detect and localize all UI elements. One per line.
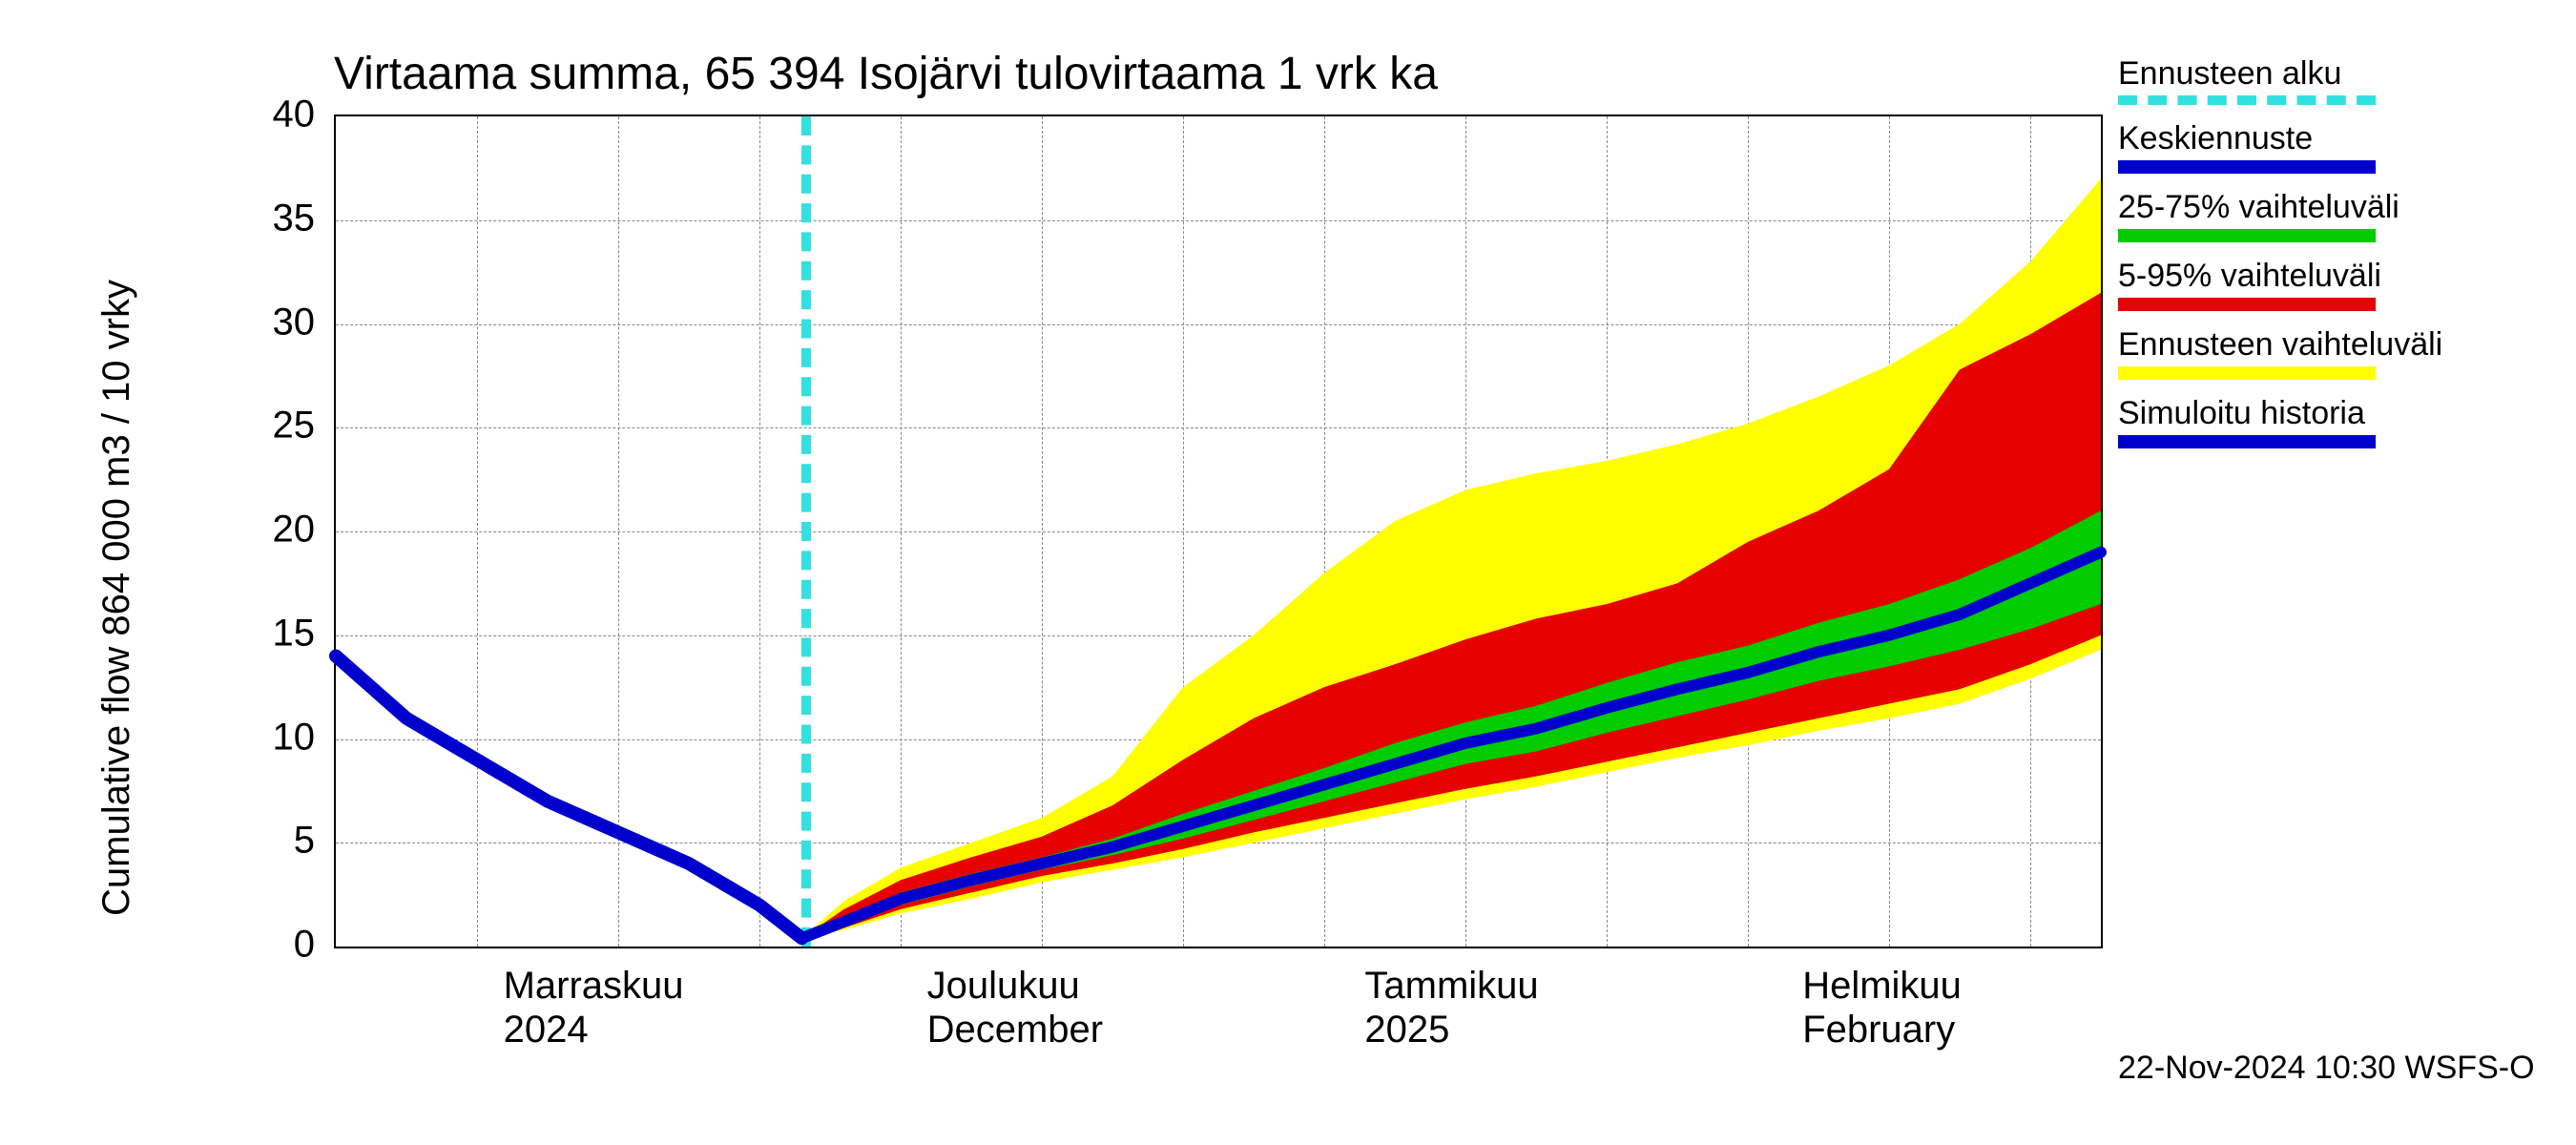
legend-swatch	[2118, 229, 2376, 242]
legend-swatch	[2118, 298, 2376, 311]
plot-svg	[336, 116, 2101, 947]
series-history	[336, 656, 801, 939]
x-tick-label: Marraskuu2024	[504, 964, 684, 1051]
y-axis-label: Cumulative flow 864 000 m3 / 10 vrky	[95, 280, 138, 916]
y-tick-label: 10	[248, 716, 315, 759]
timestamp-label: 22-Nov-2024 10:30 WSFS-O	[2118, 1050, 2535, 1087]
legend-item: Ennusteen vaihteluväli	[2118, 328, 2442, 380]
legend-label: Keskiennuste	[2118, 122, 2442, 155]
legend-label: Ennusteen vaihteluväli	[2118, 328, 2442, 361]
y-tick-label: 15	[248, 612, 315, 655]
legend-item: Simuloitu historia	[2118, 397, 2442, 448]
plot-area	[334, 114, 2103, 948]
legend-swatch	[2118, 366, 2376, 380]
y-tick-label: 40	[248, 94, 315, 136]
legend-swatch	[2118, 95, 2376, 105]
legend-label: Simuloitu historia	[2118, 397, 2442, 429]
y-tick-label: 35	[248, 197, 315, 239]
y-tick-label: 20	[248, 509, 315, 552]
x-tick-label: HelmikuuFebruary	[1802, 964, 1962, 1051]
x-tick-label: Tammikuu2025	[1364, 964, 1538, 1051]
legend-item: 25-75% vaihteluväli	[2118, 191, 2442, 242]
chart-container: Virtaama summa, 65 394 Isojärvi tulovirt…	[0, 0, 2576, 1145]
y-tick-label: 0	[248, 924, 315, 967]
legend-label: 5-95% vaihteluväli	[2118, 260, 2442, 292]
legend-item: Ennusteen alku	[2118, 57, 2442, 105]
y-tick-label: 25	[248, 405, 315, 448]
legend: Ennusteen alku Keskiennuste 25-75% vaihtel…	[2118, 57, 2442, 466]
legend-swatch	[2118, 160, 2376, 174]
x-tick-label: JoulukuuDecember	[927, 964, 1104, 1051]
y-tick-label: 30	[248, 301, 315, 344]
legend-item: 5-95% vaihteluväli	[2118, 260, 2442, 311]
chart-title: Virtaama summa, 65 394 Isojärvi tulovirt…	[334, 48, 1438, 100]
legend-label: 25-75% vaihteluväli	[2118, 191, 2442, 223]
legend-item: Keskiennuste	[2118, 122, 2442, 174]
y-tick-label: 5	[248, 820, 315, 863]
legend-swatch	[2118, 435, 2376, 448]
legend-label: Ennusteen alku	[2118, 57, 2442, 90]
